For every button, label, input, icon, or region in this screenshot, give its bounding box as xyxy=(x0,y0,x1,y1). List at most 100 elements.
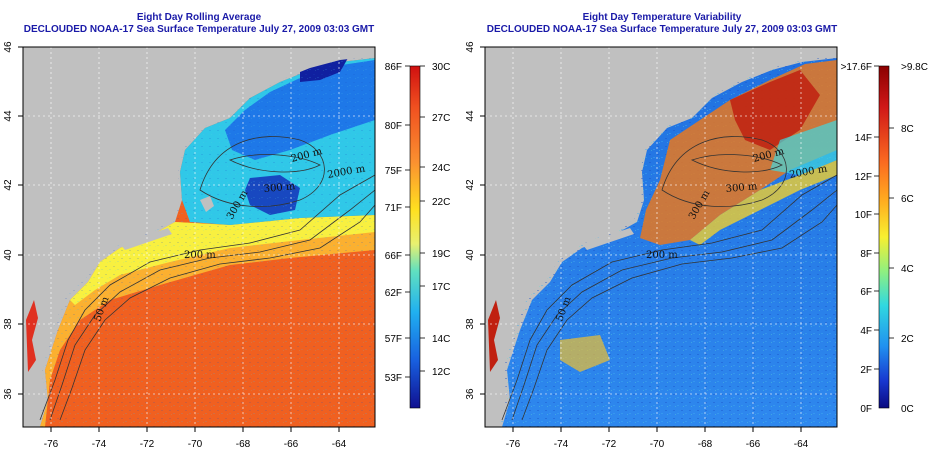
right-cb-f-label: 2F xyxy=(860,365,872,376)
left-colorbar xyxy=(409,65,421,409)
right-map xyxy=(485,47,837,427)
left-cb-f-label: 71F xyxy=(385,203,402,214)
right-cb-f-label: 12F xyxy=(855,172,872,183)
right-yellow-edge xyxy=(690,160,837,245)
left-cb-f-label: 57F xyxy=(385,334,402,345)
left-title-line2: DECLOUDED NOAA-17 Sea Surface Temperatur… xyxy=(23,24,375,35)
left-lat-tick: 40 xyxy=(3,249,14,261)
right-hot-core xyxy=(730,70,820,150)
left-lon-tick: -76 xyxy=(44,439,59,450)
left-cb-c-label: 12C xyxy=(432,367,450,378)
right-lon-tick: -74 xyxy=(554,439,569,450)
right-land xyxy=(485,47,837,427)
left-colorbar-ticks xyxy=(405,65,425,378)
left-contour-label-3: 300 m xyxy=(263,181,296,195)
left-lon-tick: -68 xyxy=(236,439,251,450)
left-lat-tick: 44 xyxy=(3,110,14,122)
left-cb-f-label: 66F xyxy=(385,251,402,262)
left-lon-ticks: -76 -74 -72 -70 -68 -66 -64 xyxy=(44,439,347,450)
right-contour-label-3: 300 m xyxy=(725,181,758,195)
left-cb-c-label: 22C xyxy=(432,197,450,208)
right-cyan-patch xyxy=(770,120,837,175)
left-cb-f-label: 80F xyxy=(385,121,402,132)
left-cb-c-label: 27C xyxy=(432,113,450,124)
left-cape-cod xyxy=(200,196,214,212)
left-cb-c-label: 14C xyxy=(432,334,450,345)
right-colorbar-c-labels: >9.8C 8C 6C 4C 2C 0C xyxy=(901,62,928,415)
right-cb-c-label: 0C xyxy=(901,404,914,415)
left-cb-f-label: 53F xyxy=(385,373,402,384)
left-title-line1: Eight Day Rolling Average xyxy=(136,12,262,23)
right-cb-f-label: 14F xyxy=(855,133,872,144)
right-cb-f-label: 6F xyxy=(860,287,872,298)
right-lon-ticks: -76 -74 -72 -70 -68 -66 -64 xyxy=(506,439,809,450)
left-cb-f-label: 86F xyxy=(385,62,402,73)
right-cb-c-label: 8C xyxy=(901,124,914,135)
right-cb-c-label: >9.8C xyxy=(901,62,928,73)
left-colorbar-f-labels: 86F 80F 75F 71F 66F 62F 57F 53F xyxy=(385,62,402,384)
left-cb-c-label: 24C xyxy=(432,163,450,174)
right-map-frame xyxy=(484,46,838,428)
right-grid xyxy=(485,47,837,427)
left-map xyxy=(23,47,375,427)
left-long-island xyxy=(120,228,172,250)
right-axis-tickmarks xyxy=(480,46,802,432)
left-lon-tick: -64 xyxy=(332,439,347,450)
right-lat-tick: 46 xyxy=(465,41,476,53)
right-chesapeake-bay xyxy=(488,300,500,372)
left-lat-tick: 42 xyxy=(3,179,14,191)
right-contour-label-5: 200 m xyxy=(646,250,678,261)
left-contours xyxy=(39,136,375,421)
left-cb-c-label: 17C xyxy=(432,282,450,293)
right-cb-c-label: 4C xyxy=(901,264,914,275)
right-cb-f-label: 4F xyxy=(860,326,872,337)
right-long-island xyxy=(582,228,634,250)
left-grid xyxy=(23,47,375,427)
right-lon-tick: -66 xyxy=(746,439,761,450)
right-mid-atlantic-warm xyxy=(560,335,610,372)
right-colorbar-f-labels: >17.6F 14F 12F 10F 8F 6F 4F 2F 0F xyxy=(841,62,872,415)
left-cb-f-label: 75F xyxy=(385,166,402,177)
left-lat-ticks: 36 38 40 42 44 46 xyxy=(3,41,14,400)
right-cb-f-label: >17.6F xyxy=(841,62,872,73)
right-cb-c-label: 2C xyxy=(901,334,914,345)
left-map-frame xyxy=(22,46,376,428)
left-lon-tick: -74 xyxy=(92,439,107,450)
right-cb-f-label: 10F xyxy=(855,210,872,221)
right-lat-ticks: 36 38 40 42 44 46 xyxy=(465,41,476,400)
right-title-line1: Eight Day Temperature Variability xyxy=(582,12,742,23)
left-cb-c-label: 19C xyxy=(432,249,450,260)
right-lon-tick: -68 xyxy=(698,439,713,450)
left-colorbar-c-labels: 30C 27C 24C 22C 19C 17C 14C 12C xyxy=(432,62,450,378)
right-colorbar-ticks xyxy=(874,65,894,370)
right-lon-tick: -64 xyxy=(794,439,809,450)
left-lat-tick: 36 xyxy=(3,388,14,400)
right-lat-tick: 44 xyxy=(465,110,476,122)
left-cb-f-label: 62F xyxy=(385,288,402,299)
right-cb-f-label: 8F xyxy=(860,249,872,260)
right-lat-tick: 38 xyxy=(465,318,476,330)
left-land xyxy=(23,47,375,427)
right-lon-tick: -72 xyxy=(602,439,617,450)
right-cb-f-label: 0F xyxy=(860,404,872,415)
right-lat-tick: 42 xyxy=(465,179,476,191)
left-chesapeake-bay xyxy=(26,300,38,372)
left-title: Eight Day Rolling Average DECLOUDED NOAA… xyxy=(0,12,398,36)
left-cb-c-label: 30C xyxy=(432,62,450,73)
right-contours xyxy=(501,136,837,421)
left-lon-tick: -70 xyxy=(188,439,203,450)
left-lat-tick: 38 xyxy=(3,318,14,330)
left-lon-tick: -66 xyxy=(284,439,299,450)
left-lat-tick: 46 xyxy=(3,41,14,53)
right-lon-tick: -70 xyxy=(650,439,665,450)
left-contour-label-5: 200 m xyxy=(184,250,216,261)
left-axis-tickmarks xyxy=(18,46,340,432)
right-lon-tick: -76 xyxy=(506,439,521,450)
right-colorbar xyxy=(878,65,890,409)
right-lat-tick: 36 xyxy=(465,388,476,400)
right-lat-tick: 40 xyxy=(465,249,476,261)
right-title-line2: DECLOUDED NOAA-17 Sea Surface Temperatur… xyxy=(486,24,838,35)
right-title: Eight Day Temperature Variability DECLOU… xyxy=(462,12,862,36)
left-lon-tick: -72 xyxy=(140,439,155,450)
